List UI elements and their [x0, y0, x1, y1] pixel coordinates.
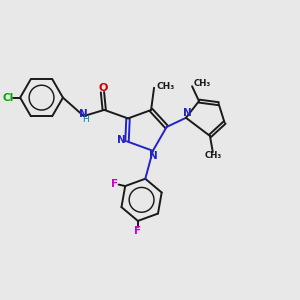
- Text: CH₃: CH₃: [194, 79, 211, 88]
- Text: O: O: [98, 83, 108, 93]
- Text: N: N: [117, 135, 126, 145]
- Text: Cl: Cl: [2, 93, 13, 103]
- Text: H: H: [82, 116, 89, 124]
- Text: CH₃: CH₃: [204, 152, 221, 160]
- Text: N: N: [149, 151, 158, 161]
- Text: F: F: [134, 226, 141, 236]
- Text: CH₃: CH₃: [156, 82, 175, 91]
- Text: F: F: [111, 179, 118, 189]
- Text: N: N: [183, 108, 192, 118]
- Text: N: N: [79, 109, 88, 119]
